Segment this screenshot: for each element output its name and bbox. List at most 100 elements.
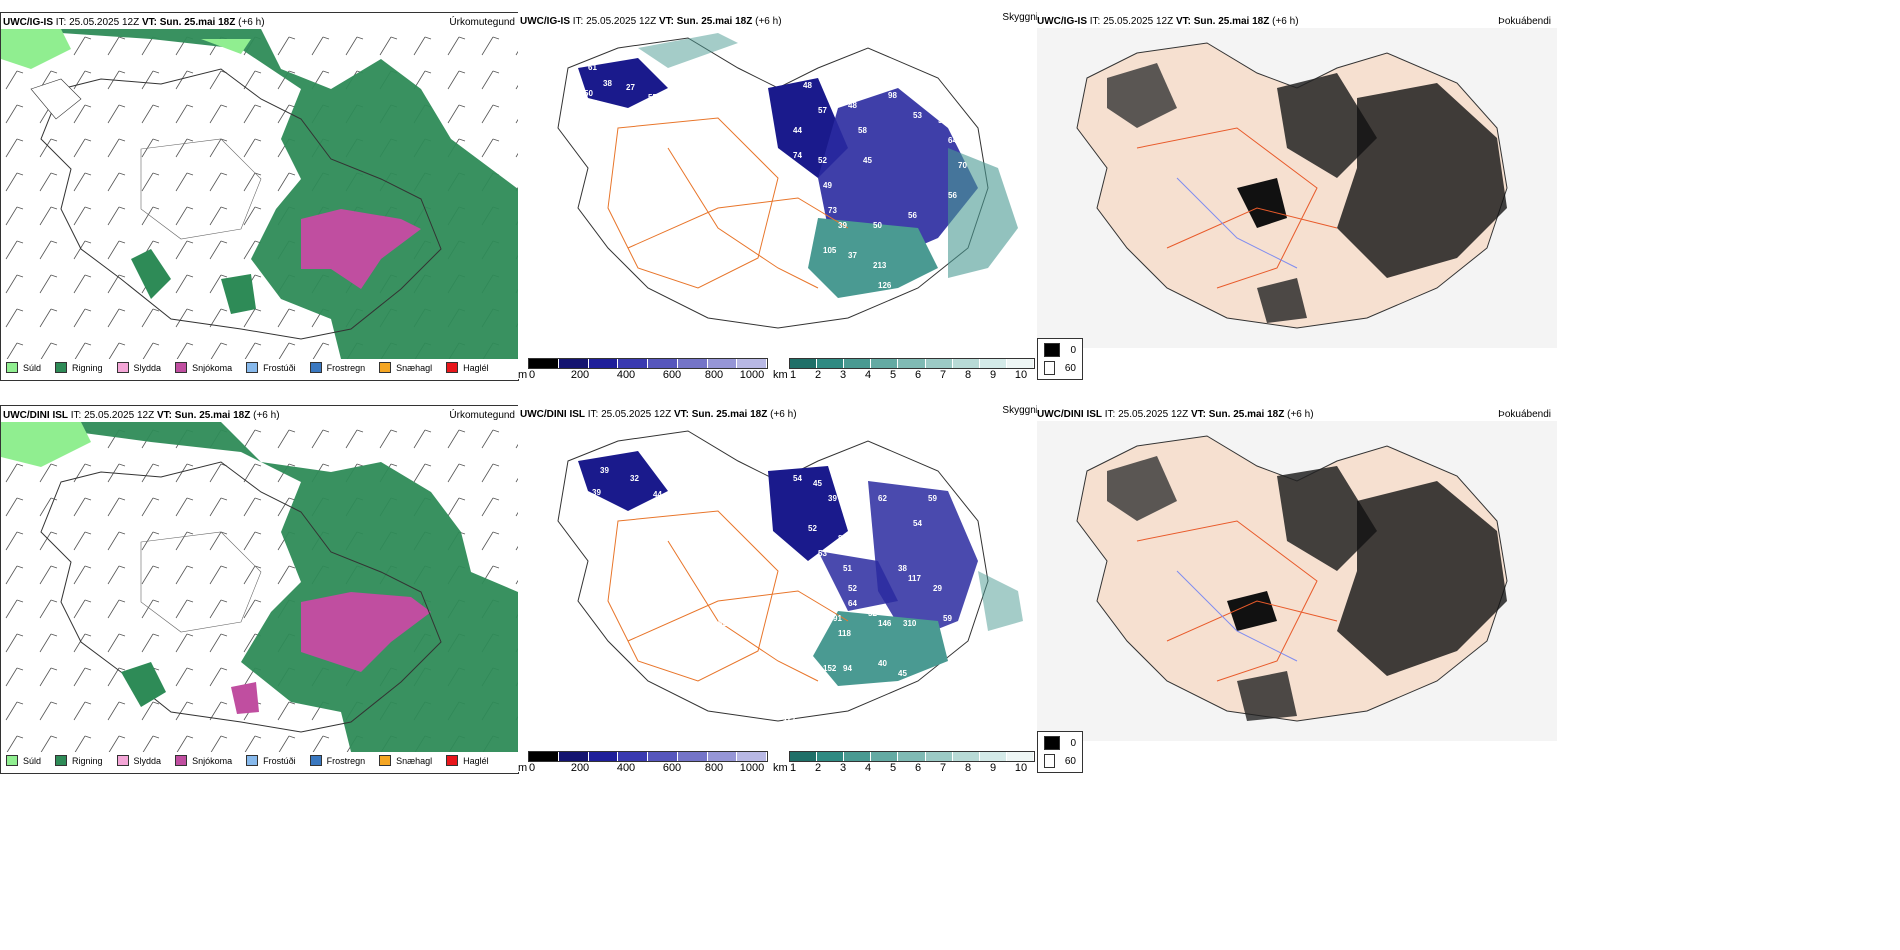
visibility-value-label: 56: [763, 301, 772, 310]
fog-label-bottom: Þokuábendi: [1498, 409, 1551, 420]
visibility-value-label: 44: [793, 126, 802, 135]
visibility-value-label: 82: [718, 619, 727, 628]
precip-legend-top: Súld Rigning Slydda Snjókoma Frostúði Fr…: [6, 362, 503, 373]
visibility-value-label: 64: [948, 136, 957, 145]
visibility-value-label: 118: [838, 629, 851, 638]
vis-title-bottom: UWC/DINI ISL IT: 25.05.2025 12Z VT: Sun.…: [520, 409, 797, 420]
visibility-value-label: 61: [588, 63, 597, 72]
visibility-value-label: 91: [833, 614, 842, 623]
legend-item: Haglél: [446, 755, 489, 766]
vis-label-bottom: Skyggni: [1002, 405, 1038, 416]
fog-panel-top: UWC/IG-IS IT: 25.05.2025 12Z VT: Sun. 25…: [1037, 12, 1557, 380]
fog-key-top: 0 60: [1037, 338, 1083, 380]
visibility-value-label: 52: [808, 524, 817, 533]
precip-panel-top: UWC/IG-IS IT: 25.05.2025 12Z VT: Sun. 25…: [0, 12, 519, 381]
fog-key-bottom: 0 60: [1037, 731, 1083, 773]
fog-title-bottom: UWC/DINI ISL IT: 25.05.2025 12Z VT: Sun.…: [1037, 409, 1314, 420]
visibility-value-label: 152: [823, 664, 837, 673]
fog-title-top: UWC/IG-IS IT: 25.05.2025 12Z VT: Sun. 25…: [1037, 16, 1299, 27]
precip-title-top: UWC/IG-IS IT: 25.05.2025 12Z VT: Sun. 25…: [3, 17, 265, 28]
precip-map-top: [1, 29, 518, 359]
height-colorbar-bottom: m 0 200 400 600 800 1000: [518, 751, 768, 774]
precip-title-bottom: UWC/DINI ISL IT: 25.05.2025 12Z VT: Sun.…: [3, 410, 280, 421]
visibility-value-label: 52: [848, 584, 857, 593]
visibility-value-label: 58: [858, 126, 867, 135]
legend-item: Frostregn: [309, 755, 365, 766]
visibility-value-label: 39: [838, 221, 847, 230]
rain-area-north: [1, 29, 518, 359]
visibility-value-label: 127: [783, 714, 797, 723]
visibility-value-label: 76: [758, 286, 767, 295]
legend-item: Snæhagl: [379, 755, 432, 766]
legend-item: Frostregn: [309, 362, 365, 373]
visibility-value-label: 70: [958, 161, 967, 170]
visibility-value-label: 213: [873, 261, 887, 270]
visibility-value-label: 53: [913, 111, 922, 120]
fog-map-bottom: [1037, 421, 1557, 741]
visibility-value-label: 20: [753, 316, 762, 325]
visibility-value-label: 98: [888, 91, 897, 100]
legend-item: Frostúði: [246, 755, 296, 766]
visibility-value-label: 74: [753, 724, 762, 733]
legend-item: Slydda: [116, 362, 161, 373]
vis-panel-bottom: UWC/DINI ISL IT: 25.05.2025 12Z VT: Sun.…: [518, 405, 1038, 774]
visibility-value-label: 49: [823, 181, 832, 190]
visibility-value-label: 105: [823, 246, 837, 255]
visibility-value-label: 47: [588, 99, 597, 108]
legend-item: Snæhagl: [379, 362, 432, 373]
legend-item: Súld: [6, 755, 41, 766]
visibility-value-label: 86: [838, 534, 847, 543]
visibility-value-label: 44: [653, 490, 662, 499]
visibility-value-label: 47: [590, 111, 599, 120]
fog-panel-bottom: UWC/DINI ISL IT: 25.05.2025 12Z VT: Sun.…: [1037, 405, 1557, 773]
visibility-value-label: 126: [878, 281, 892, 290]
legend-item: Frostúði: [246, 362, 296, 373]
vis-map-bottom: 39 32 39 44 54 45 39 62 59 54 52 86 53 51 52 64 52 91 38 11…: [518, 421, 1036, 741]
visibility-value-label: 55: [648, 93, 657, 102]
visibility-value-label: 29: [933, 584, 942, 593]
visibility-value-label: 39: [600, 466, 609, 475]
visibility-value-label: 74: [793, 151, 802, 160]
legend-item: Haglél: [446, 362, 489, 373]
visibility-value-label: 38: [898, 564, 907, 573]
visibility-value-label: 38: [603, 79, 612, 88]
visibility-value-label: 64: [848, 599, 857, 608]
precip-map-bottom: [1, 422, 518, 752]
height-colorbar-top: m 0 200 400 600 800 1000: [518, 358, 768, 381]
visibility-value-label: 310: [903, 619, 917, 628]
legend-item: Rigning: [55, 755, 103, 766]
visibility-value-label: 45: [863, 156, 872, 165]
vis-label-top: Skyggni: [1002, 12, 1038, 23]
visibility-value-label: 32: [630, 474, 639, 483]
visibility-value-label: 57: [818, 106, 827, 115]
visibility-value-label: 53: [818, 549, 827, 558]
visibility-value-label: 73: [828, 206, 837, 215]
legend-item: Rigning: [55, 362, 103, 373]
visibility-colorbar-top: km 1 2 3 4 5 6 7 8 9 10: [773, 358, 1035, 381]
visibility-value-label: 52: [868, 609, 877, 618]
visibility-value-label: 56: [908, 211, 917, 220]
visibility-value-label: 43: [668, 71, 677, 80]
vis-panel-top: UWC/IG-IS IT: 25.05.2025 12Z VT: Sun. 25…: [518, 12, 1038, 381]
visibility-value-label: 80: [768, 699, 777, 708]
visibility-value-label: 52: [818, 156, 827, 165]
visibility-value-label: 54: [913, 519, 922, 528]
fog-map-top: [1037, 28, 1557, 348]
visibility-value-label: 58: [938, 116, 947, 125]
visibility-value-label: 27: [626, 83, 635, 92]
precip-legend-bottom: Súld Rigning Slydda Snjókoma Frostúði Fr…: [6, 755, 503, 766]
precip-type-label-top: Úrkomutegund: [449, 17, 515, 28]
vis-map-top: 61 38 27 50 47 47 55 43 48 57 48 98 44 58 53 74 52 45 58 64…: [518, 28, 1036, 348]
legend-item: Súld: [6, 362, 41, 373]
precip-panel-bottom: UWC/DINI ISL IT: 25.05.2025 12Z VT: Sun.…: [0, 405, 519, 774]
precip-type-label-bottom: Úrkomutegund: [449, 410, 515, 421]
visibility-value-label: 59: [928, 494, 937, 503]
visibility-value-label: 59: [943, 614, 952, 623]
visibility-value-label: 48: [803, 81, 812, 90]
visibility-value-label: 40: [878, 659, 887, 668]
legend-item: Slydda: [116, 755, 161, 766]
visibility-value-label: 45: [813, 479, 822, 488]
visibility-value-label: 54: [793, 474, 802, 483]
visibility-value-label: 39: [828, 494, 837, 503]
visibility-value-label: 48: [848, 101, 857, 110]
